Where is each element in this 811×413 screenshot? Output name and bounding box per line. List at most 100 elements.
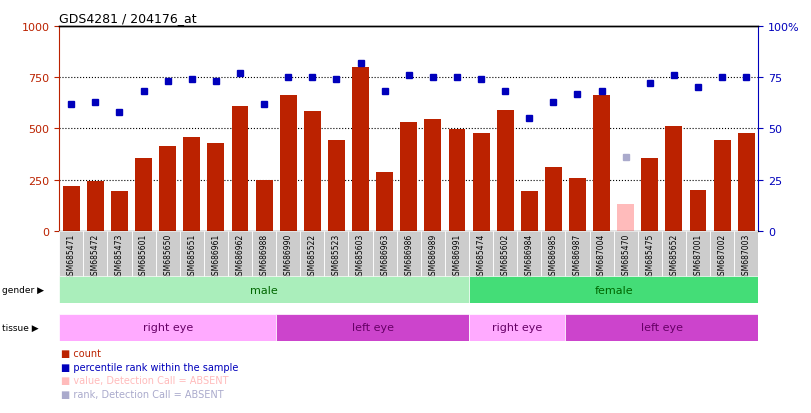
Text: male: male — [251, 285, 278, 295]
Text: ■ value, Detection Call = ABSENT: ■ value, Detection Call = ABSENT — [61, 375, 229, 385]
Bar — [421, 231, 445, 287]
Bar — [469, 277, 758, 304]
Bar — [493, 231, 517, 287]
Text: GSM685473: GSM685473 — [115, 233, 124, 279]
Bar — [376, 173, 393, 231]
Bar — [59, 231, 84, 287]
Bar — [565, 314, 758, 341]
Bar — [156, 231, 180, 287]
Text: GSM685602: GSM685602 — [500, 233, 509, 279]
Bar — [87, 181, 104, 231]
Bar — [469, 314, 565, 341]
Text: GSM685472: GSM685472 — [91, 233, 100, 279]
Bar — [372, 231, 397, 287]
Bar — [277, 314, 469, 341]
Text: tissue ▶: tissue ▶ — [2, 323, 38, 332]
Bar — [565, 231, 590, 287]
Text: GSM685650: GSM685650 — [163, 233, 172, 279]
Text: GSM685652: GSM685652 — [669, 233, 679, 279]
Bar — [424, 120, 441, 231]
Bar — [280, 95, 297, 231]
Bar — [252, 231, 277, 287]
Bar — [637, 231, 662, 287]
Bar — [84, 231, 107, 287]
Bar — [352, 68, 369, 231]
Bar — [473, 134, 490, 231]
Bar — [541, 231, 565, 287]
Bar — [448, 130, 466, 231]
Text: female: female — [594, 285, 633, 295]
Text: GSM686987: GSM686987 — [573, 233, 582, 279]
Text: GSM686986: GSM686986 — [404, 233, 414, 279]
Bar — [228, 231, 252, 287]
Bar — [521, 191, 538, 231]
Bar — [710, 231, 734, 287]
Bar — [183, 137, 200, 231]
Bar — [469, 231, 493, 287]
Text: GSM686988: GSM686988 — [260, 233, 268, 279]
Bar — [738, 134, 755, 231]
Text: right eye: right eye — [492, 322, 543, 332]
Bar — [714, 140, 731, 231]
Bar — [397, 231, 421, 287]
Bar — [642, 159, 659, 231]
Bar — [328, 140, 345, 231]
Bar — [204, 231, 228, 287]
Text: GSM687003: GSM687003 — [742, 233, 751, 279]
Text: GSM685471: GSM685471 — [67, 233, 75, 279]
Text: GSM685475: GSM685475 — [646, 233, 654, 279]
Text: gender ▶: gender ▶ — [2, 286, 44, 294]
Bar — [593, 95, 610, 231]
Bar — [180, 231, 204, 287]
Text: GDS4281 / 204176_at: GDS4281 / 204176_at — [59, 12, 197, 25]
Bar — [689, 190, 706, 231]
Bar — [62, 186, 79, 231]
Bar — [517, 231, 541, 287]
Text: GSM686962: GSM686962 — [235, 233, 244, 279]
Text: GSM687001: GSM687001 — [693, 233, 702, 279]
Bar — [300, 231, 324, 287]
Text: GSM687002: GSM687002 — [718, 233, 727, 279]
Bar — [614, 231, 637, 287]
Text: GSM685523: GSM685523 — [332, 233, 341, 279]
Bar — [401, 123, 417, 231]
Text: ■ count: ■ count — [61, 348, 101, 358]
Bar — [232, 107, 248, 231]
Text: ■ rank, Detection Call = ABSENT: ■ rank, Detection Call = ABSENT — [61, 389, 224, 399]
Text: right eye: right eye — [143, 322, 193, 332]
Bar — [734, 231, 758, 287]
Text: GSM686985: GSM686985 — [549, 233, 558, 279]
Bar — [131, 231, 156, 287]
Text: GSM687004: GSM687004 — [597, 233, 606, 279]
Bar — [59, 277, 469, 304]
Text: GSM685522: GSM685522 — [308, 233, 317, 279]
Text: GSM686984: GSM686984 — [525, 233, 534, 279]
Text: GSM685474: GSM685474 — [477, 233, 486, 279]
Bar — [324, 231, 349, 287]
Text: GSM686963: GSM686963 — [380, 233, 389, 279]
Bar — [666, 127, 682, 231]
Bar — [277, 231, 300, 287]
Bar — [59, 314, 277, 341]
Bar — [304, 112, 321, 231]
Text: GSM685470: GSM685470 — [621, 233, 630, 279]
Text: GSM685601: GSM685601 — [139, 233, 148, 279]
Text: left eye: left eye — [641, 322, 683, 332]
Bar — [135, 159, 152, 231]
Text: GSM686991: GSM686991 — [453, 233, 461, 279]
Text: GSM686990: GSM686990 — [284, 233, 293, 279]
Bar — [590, 231, 614, 287]
Text: ■ percentile rank within the sample: ■ percentile rank within the sample — [61, 362, 238, 372]
Bar — [662, 231, 686, 287]
Text: GSM686961: GSM686961 — [212, 233, 221, 279]
Bar — [255, 180, 272, 231]
Bar — [445, 231, 469, 287]
Text: GSM685603: GSM685603 — [356, 233, 365, 279]
Bar — [208, 143, 225, 231]
Text: left eye: left eye — [352, 322, 393, 332]
Bar — [569, 178, 586, 231]
Bar — [496, 111, 513, 231]
Bar — [107, 231, 131, 287]
Bar — [111, 191, 128, 231]
Bar — [545, 168, 562, 231]
